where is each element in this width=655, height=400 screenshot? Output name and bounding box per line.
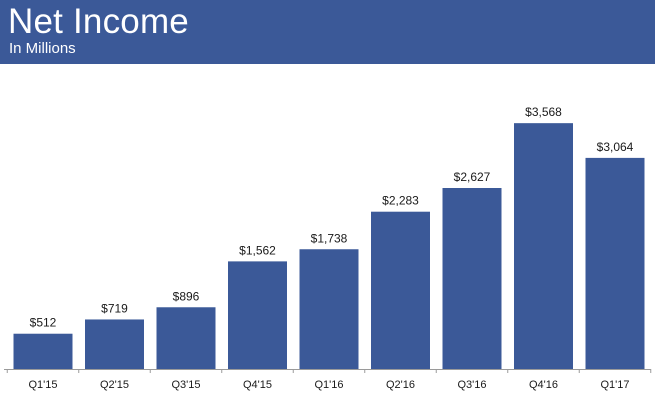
x-tick-label: Q3'16 xyxy=(457,379,486,391)
bar-Q3'15 xyxy=(156,307,216,369)
bar-Q3'16 xyxy=(442,187,502,369)
labels-layer: $512 Q1'15 $719 Q2'15 $896 Q3'15 $1,562 Q4'15 $1… xyxy=(28,105,633,391)
value-label: $2,627 xyxy=(454,170,491,184)
x-tick-label: Q4'15 xyxy=(243,379,272,391)
chart-title: Net Income xyxy=(8,2,189,41)
bar-Q1'17 xyxy=(585,157,645,369)
bars-layer xyxy=(13,123,645,370)
bar-Q4'15 xyxy=(228,261,287,369)
bar-Q1'15 xyxy=(13,333,73,369)
tick-marks-layer xyxy=(6,369,652,373)
x-tick-label: Q1'15 xyxy=(28,379,57,391)
chart-subtitle: In Millions xyxy=(9,40,76,57)
value-label: $2,283 xyxy=(382,194,419,208)
chart-header: Net Income In Millions xyxy=(0,0,655,64)
x-tick-label: Q2'15 xyxy=(100,379,129,391)
value-label: $512 xyxy=(30,316,57,330)
bar-Q1'16 xyxy=(299,249,359,369)
x-tick-label: Q3'15 xyxy=(171,379,200,391)
x-tick-label: Q4'16 xyxy=(529,379,558,391)
bar-Q2'16 xyxy=(371,211,430,369)
value-label: $719 xyxy=(101,301,128,315)
value-label: $896 xyxy=(173,289,200,303)
x-tick-label: Q2'16 xyxy=(386,379,415,391)
value-label: $1,738 xyxy=(311,231,348,245)
bar-Q2'15 xyxy=(85,319,144,369)
x-tick-label: Q1'16 xyxy=(314,379,343,391)
x-tick-label: Q1'17 xyxy=(600,379,629,391)
value-label: $1,562 xyxy=(239,243,276,257)
bar-Q4'16 xyxy=(514,123,573,370)
value-label: $3,568 xyxy=(525,105,562,119)
value-label: $3,064 xyxy=(597,140,634,154)
